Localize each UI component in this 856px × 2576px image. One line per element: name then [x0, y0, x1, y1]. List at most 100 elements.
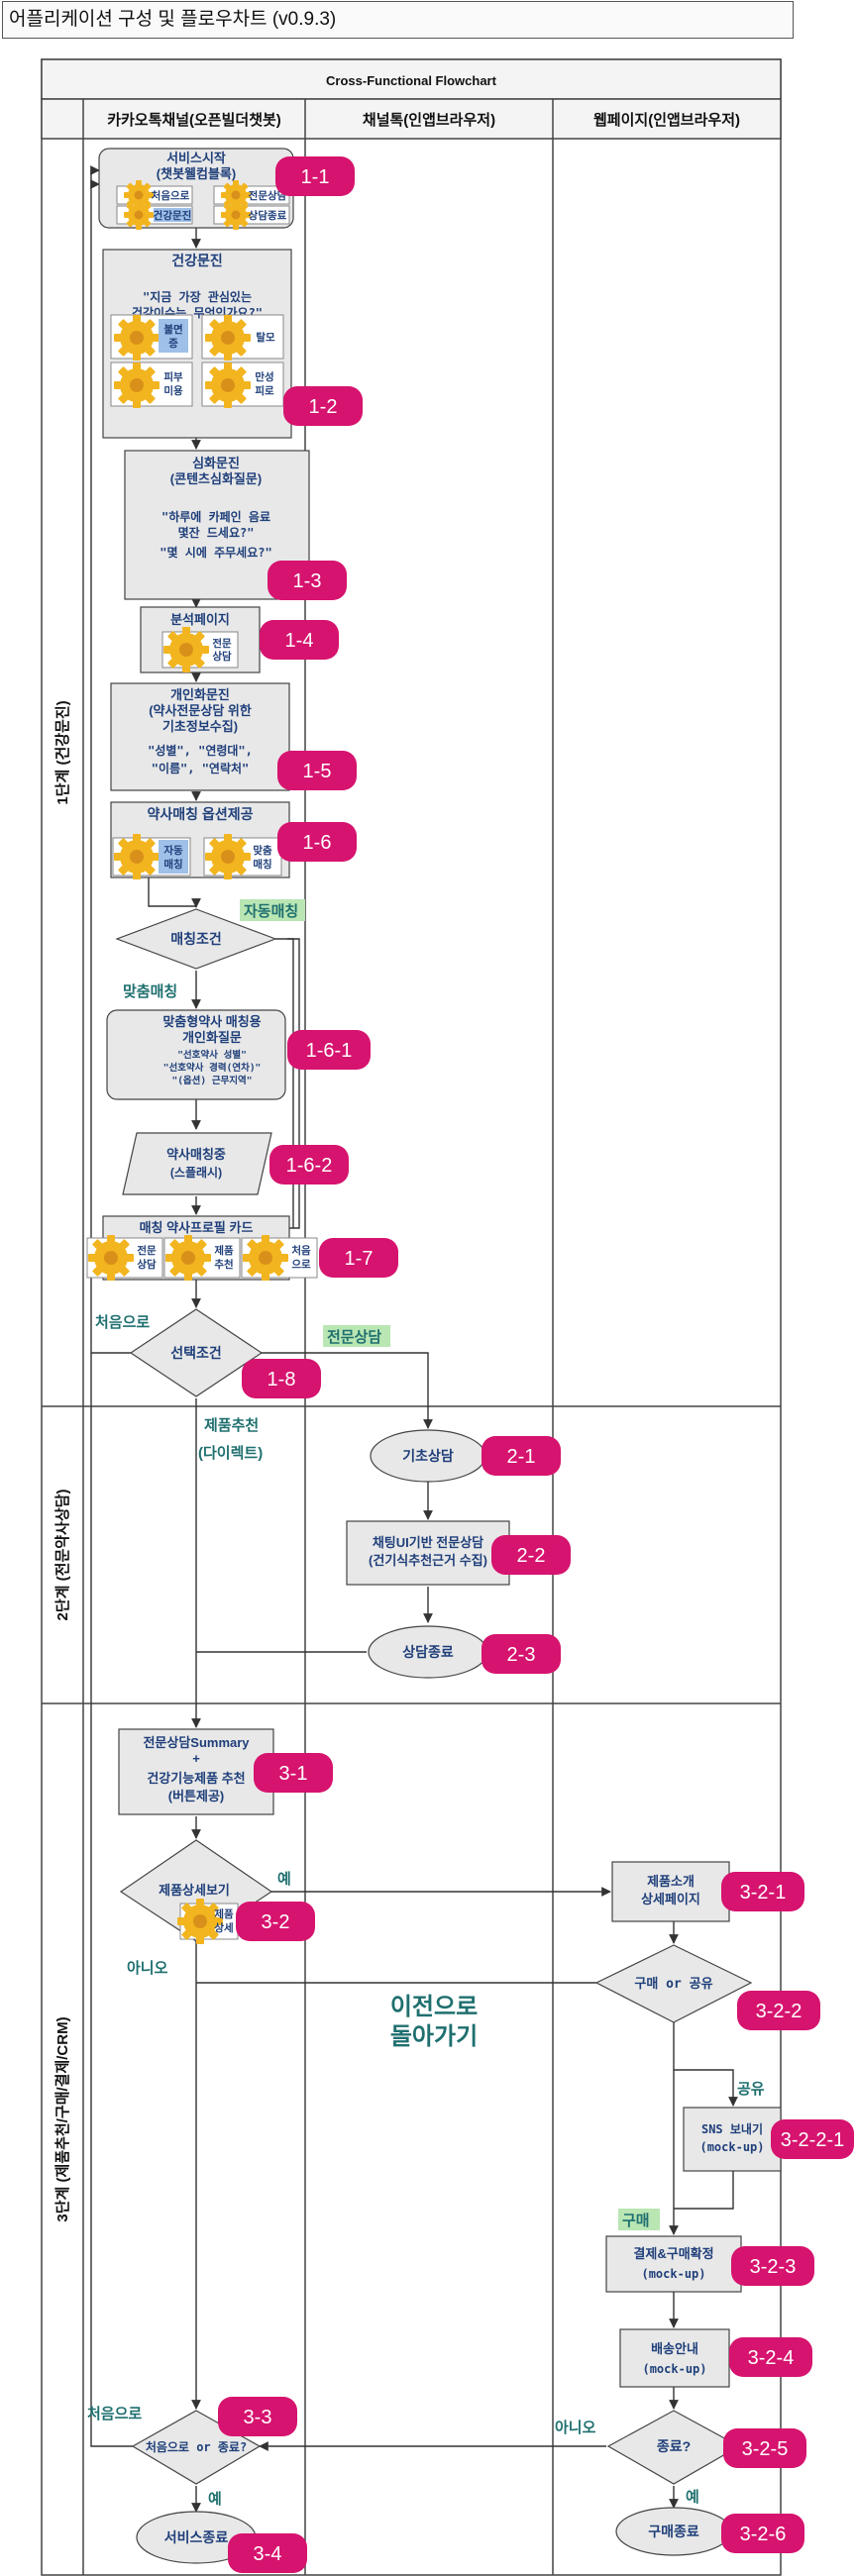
badge-1-1: 1-1 — [275, 156, 355, 196]
btn-end-consult[interactable]: 상담종료 — [213, 200, 290, 230]
option-custom-matching-label1: 맞춤 — [253, 844, 272, 857]
node-service-end: 서비스종료 — [136, 2511, 257, 2564]
badge-2-1-label: 2-1 — [507, 1446, 536, 1468]
option-expert-consult-label1: 전문 — [212, 637, 232, 650]
badge-1-6-label: 1-6 — [303, 832, 332, 854]
option-auto-matching[interactable]: 자동 매칭 — [112, 834, 191, 879]
option-hair-loss-label: 탈모 — [256, 331, 275, 344]
badge-3-2-3: 3-2-3 — [731, 2246, 814, 2286]
edge-go-first-label: 처음으로 — [95, 1314, 150, 1331]
badge-3-2-label: 3-2 — [262, 1911, 290, 1933]
badge-1-6: 1-6 — [277, 822, 357, 862]
node-pharmacist-matching-options-title: 약사매칭 옵션제공 — [148, 806, 254, 822]
gear-icon — [124, 200, 154, 230]
node-product-detail-page: 제품소개 상세페이지 — [611, 1861, 730, 1922]
node-matching-splash-title2: (스플래시) — [170, 1165, 222, 1180]
node-deep-survey-title2: (콘텐츠심화질문) — [170, 471, 262, 486]
badge-3-2-5-label: 3-2-5 — [742, 2438, 789, 2460]
btn-go-first[interactable]: 처음으로 — [116, 180, 193, 210]
badge-2-2-label: 2-2 — [517, 1545, 546, 1567]
lane-header-kakao: 카카오톡채널(오픈빌더챗봇) — [107, 111, 281, 129]
node-personal-survey-title2: (약사전문상담 위한 — [149, 703, 252, 718]
badge-2-2: 2-2 — [491, 1535, 571, 1575]
node-health-survey: 건강문진 "지금 가장 관심있는 건강이슈는 무엇인가요?" 불면 증 탈모 피… — [102, 249, 292, 439]
badge-1-3: 1-3 — [268, 561, 347, 600]
node-service-end-label: 서비스종료 — [164, 2529, 229, 2545]
option-chronic-fatigue[interactable]: 만성 피로 — [201, 361, 284, 408]
node-personal-survey-q2: "이름", "연락처" — [152, 761, 250, 775]
badge-3-3-label: 3-3 — [244, 2407, 272, 2428]
badge-3-2-2: 3-2-2 — [737, 1991, 820, 2030]
btn-health-survey[interactable]: 건강문진 — [116, 200, 193, 230]
option-insomnia-label2: 증 — [168, 338, 178, 350]
badge-1-6-1-label: 1-6-1 — [306, 1040, 353, 1062]
node-deep-survey-q1: "하루에 카페인 음료 — [161, 509, 270, 524]
badge-3-2-2-1-label: 3-2-2-1 — [781, 2129, 844, 2151]
badge-3-2-6: 3-2-6 — [721, 2514, 804, 2553]
option-skin-beauty[interactable]: 피부 미용 — [110, 361, 193, 408]
node-sns-share: SNS 보내기 (mock-up) — [683, 2107, 782, 2172]
option-card-product-recommend[interactable]: 제품 추천 — [163, 1235, 241, 1281]
node-sns-share-title2: (mock-up) — [699, 2140, 764, 2154]
decision-purchase-or-share-label: 구매 or 공유 — [634, 1977, 712, 1992]
badge-1-5-label: 1-5 — [303, 761, 332, 782]
decision-purchase-or-share: 구매 or 공유 — [594, 1944, 753, 2023]
node-pharmacist-profile-card: 매칭 약사프로필 카드 전문 상담 제품 추천 처음 으로 — [86, 1215, 318, 1281]
node-consult-summary-title1: 전문상담Summary — [143, 1735, 250, 1750]
node-consult-end: 상담종료 — [368, 1625, 488, 1679]
option-auto-matching-label2: 매칭 — [163, 858, 182, 871]
option-insomnia-label1: 불면 — [163, 323, 182, 336]
gear-icon — [243, 1235, 288, 1281]
badge-3-4-label: 3-4 — [254, 2543, 282, 2565]
gear-icon — [205, 315, 251, 361]
node-consult-summary-title4: (버튼제공) — [168, 1789, 225, 1803]
badge-1-7-label: 1-7 — [345, 1248, 374, 1270]
option-auto-matching-label1: 자동 — [163, 844, 183, 857]
btn-health-survey-label: 건강문진 — [154, 209, 192, 222]
edge-restart-label: 처음으로 — [87, 2406, 142, 2422]
badge-1-4: 1-4 — [260, 620, 339, 660]
back-note-line1: 이전으로 — [390, 1994, 478, 2020]
badge-3-2-2-1: 3-2-2-1 — [771, 2119, 854, 2159]
option-card-product-recommend-label1: 제품 — [214, 1244, 234, 1257]
badge-3-2-3-label: 3-2-3 — [750, 2256, 797, 2278]
badge-3-2-2-label: 3-2-2 — [756, 2001, 802, 2022]
node-matching-splash: 약사매칭중 (스플래시) — [122, 1132, 272, 1195]
badge-3-1: 3-1 — [254, 1753, 333, 1793]
option-card-expert-consult-label1: 전문 — [137, 1244, 157, 1257]
node-product-detail-page-title1: 제품소개 — [647, 1874, 695, 1889]
edge-restart-yes-label: 예 — [208, 2491, 222, 2508]
node-deep-survey-q2: 몇잔 드세요?" — [178, 525, 255, 540]
gear-icon — [165, 1235, 211, 1281]
option-card-expert-consult[interactable]: 전문 상담 — [86, 1235, 163, 1281]
phase-label-3: 3단계 (제품추천/구매/결제/CRM) — [54, 2016, 71, 2221]
node-basic-consult: 기초상담 — [370, 1429, 486, 1483]
option-insomnia[interactable]: 불면 증 — [110, 314, 193, 361]
gear-icon — [88, 1235, 134, 1281]
badge-3-2-4-label: 3-2-4 — [748, 2347, 795, 2369]
node-shipping-info-title2: (mock-up) — [642, 2362, 706, 2376]
badge-3-2-6-label: 3-2-6 — [740, 2524, 787, 2545]
gear-icon — [205, 834, 251, 879]
option-product-detail[interactable]: 제품 상세 — [177, 1899, 239, 1944]
gear-icon — [163, 627, 209, 672]
edge-share-label: 공유 — [737, 2081, 765, 2098]
node-pharmacist-matching-options: 약사매칭 옵션제공 자동 매칭 맞춤 매칭 — [110, 801, 290, 879]
badge-2-1: 2-1 — [482, 1436, 561, 1476]
badge-3-4: 3-4 — [228, 2533, 307, 2573]
badge-3-2: 3-2 — [236, 1902, 315, 1941]
edge-end-yes-label: 예 — [686, 2489, 699, 2506]
option-expert-consult[interactable]: 전문 상담 — [161, 627, 239, 672]
badge-1-6-2: 1-6-2 — [269, 1145, 349, 1185]
node-pharmacist-profile-card-title: 매칭 약사프로필 카드 — [140, 1220, 254, 1235]
option-skin-beauty-label1: 피부 — [163, 370, 183, 383]
option-card-go-first[interactable]: 처음 으로 — [241, 1235, 318, 1281]
node-consult-end-label: 상담종료 — [402, 1644, 454, 1660]
option-hair-loss[interactable]: 탈모 — [201, 314, 284, 361]
option-custom-matching[interactable]: 맞춤 매칭 — [203, 834, 282, 879]
node-custom-matching-questions-title2: 개인화질문 — [182, 1030, 242, 1045]
node-payment-confirm-title1: 결제&구매확정 — [633, 2246, 713, 2261]
option-chronic-fatigue-label1: 만성 — [255, 370, 273, 383]
node-service-start-title1: 서비스시작 — [166, 151, 226, 165]
